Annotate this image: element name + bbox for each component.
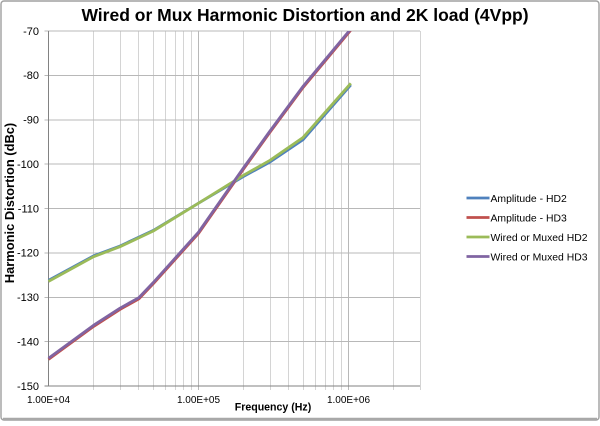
svg-text:Amplitude - HD3: Amplitude - HD3 [491,213,567,224]
svg-text:Harmonic Distortion (dBc): Harmonic Distortion (dBc) [2,123,17,283]
svg-text:-80: -80 [23,70,39,82]
svg-text:-130: -130 [17,292,39,304]
svg-text:Frequency (Hz): Frequency (Hz) [235,402,312,414]
svg-text:-90: -90 [23,115,39,127]
svg-text:1.00E+06: 1.00E+06 [327,395,371,406]
svg-text:Amplitude - HD2: Amplitude - HD2 [491,194,567,205]
svg-text:1.00E+05: 1.00E+05 [177,395,221,406]
svg-text:Wired or Muxed HD3: Wired or Muxed HD3 [491,252,588,263]
svg-text:Wired or Mux Harmonic Distorti: Wired or Mux Harmonic Distortion and 2K … [81,5,528,25]
svg-text:-110: -110 [18,203,39,215]
svg-text:-140: -140 [17,336,39,348]
svg-text:1.00E+04: 1.00E+04 [27,395,71,406]
svg-text:-150: -150 [17,381,39,393]
svg-text:-70: -70 [23,26,39,38]
svg-text:-120: -120 [17,248,39,260]
svg-text:-100: -100 [17,159,39,171]
svg-text:Wired or Muxed HD2: Wired or Muxed HD2 [491,233,588,244]
